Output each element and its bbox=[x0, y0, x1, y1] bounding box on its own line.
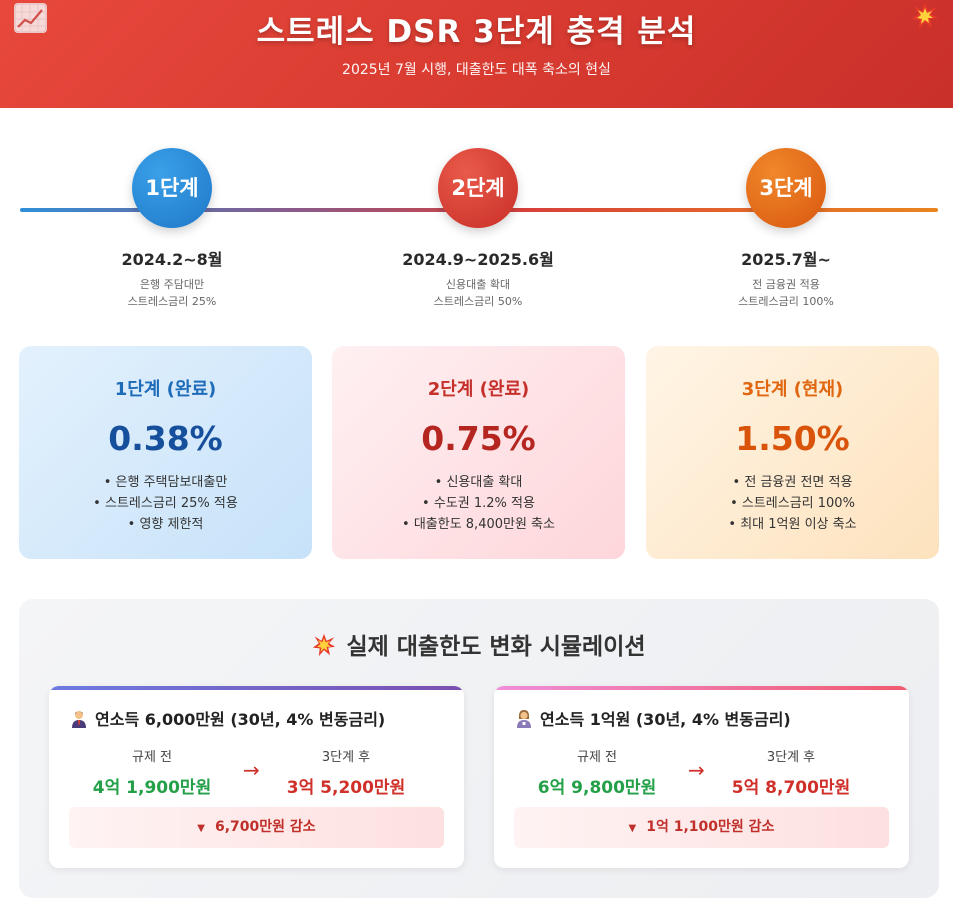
list-item: 스트레스금리 25% 적용 bbox=[19, 493, 312, 514]
before-value: 6억 9,800만원 bbox=[537, 778, 657, 798]
stage-card-3: 3단계 (현재) 1.50% 전 금융권 전면 적용 스트레스금리 100% 최… bbox=[646, 346, 939, 559]
case-heading-text: 연소득 1억원 (30년, 4% 변동금리) bbox=[540, 710, 791, 729]
after-label: 3단계 후 bbox=[766, 750, 816, 765]
list-item: 신용대출 확대 bbox=[332, 472, 625, 493]
list-item: 최대 1억원 이상 축소 bbox=[646, 514, 939, 535]
before-label: 규제 전 bbox=[576, 750, 617, 765]
after-column: 3단계 후 3억 5,200만원 bbox=[271, 746, 421, 798]
before-column: 규제 전 6억 9,800만원 bbox=[522, 746, 672, 798]
decrease-badge: ▼ 6,700만원 감소 bbox=[69, 807, 444, 848]
chart-increasing-icon bbox=[14, 3, 47, 33]
stage-desc-line: 신용대출 확대 bbox=[445, 278, 511, 291]
stage-desc-line: 스트레스금리 50% bbox=[433, 295, 523, 308]
card-list: 신용대출 확대 수도권 1.2% 적용 대출한도 8,400만원 축소 bbox=[332, 472, 625, 535]
after-label: 3단계 후 bbox=[321, 750, 371, 765]
card-title: 2단계 (완료) bbox=[427, 379, 530, 400]
stage-card-2: 2단계 (완료) 0.75% 신용대출 확대 수도권 1.2% 적용 대출한도 … bbox=[332, 346, 625, 559]
down-triangle-icon: ▼ bbox=[197, 823, 205, 834]
timeline-stage-2: 2단계 2024.9~2025.6월 신용대출 확대 스트레스금리 50% bbox=[368, 148, 588, 310]
simulation-panel: 실제 대출한도 변화 시뮬레이션 연소득 6,000만원 (30년, 4% 변동… bbox=[19, 599, 939, 898]
stage-card-1: 1단계 (완료) 0.38% 은행 주택담보대출만 스트레스금리 25% 적용 … bbox=[19, 346, 312, 559]
stage-circle: 3단계 bbox=[746, 148, 826, 228]
stage-circle: 2단계 bbox=[438, 148, 518, 228]
collision-icon bbox=[312, 633, 336, 663]
list-item: 수도권 1.2% 적용 bbox=[332, 493, 625, 514]
stage-description: 은행 주담대만 스트레스금리 25% bbox=[62, 276, 282, 310]
page-title: 스트레스 DSR 3단계 충격 분석 bbox=[256, 14, 697, 50]
down-triangle-icon: ▼ bbox=[628, 823, 637, 834]
after-value: 5억 8,700만원 bbox=[731, 778, 851, 798]
list-item: 은행 주택담보대출만 bbox=[19, 472, 312, 493]
collision-icon bbox=[911, 2, 939, 30]
stage-desc-line: 스트레스금리 25% bbox=[127, 295, 217, 308]
after-value: 3억 5,200만원 bbox=[286, 778, 406, 798]
case-heading: 연소득 6,000만원 (30년, 4% 변동금리) bbox=[71, 706, 385, 730]
case-heading-text: 연소득 6,000만원 (30년, 4% 변동금리) bbox=[95, 710, 386, 729]
card-accent-bar bbox=[494, 686, 909, 690]
card-list: 전 금융권 전면 적용 스트레스금리 100% 최대 1억원 이상 축소 bbox=[646, 472, 939, 535]
stage-date: 2024.2~8월 bbox=[121, 250, 223, 269]
stage-date: 2025.7월~ bbox=[741, 250, 831, 269]
timeline-stage-1: 1단계 2024.2~8월 은행 주담대만 스트레스금리 25% bbox=[62, 148, 282, 310]
card-list: 은행 주택담보대출만 스트레스금리 25% 적용 영향 제한적 bbox=[19, 472, 312, 535]
card-rate: 0.38% bbox=[108, 419, 223, 458]
right-arrow-icon: → bbox=[243, 758, 260, 782]
simulation-case-1: 연소득 6,000만원 (30년, 4% 변동금리) 규제 전 4억 1,900… bbox=[49, 686, 464, 868]
card-title: 3단계 (현재) bbox=[741, 379, 844, 400]
page-header: 스트레스 DSR 3단계 충격 분석 2025년 7월 시행, 대출한도 대폭 … bbox=[0, 0, 953, 108]
before-value: 4억 1,900만원 bbox=[92, 778, 212, 798]
stage-desc-line: 은행 주담대만 bbox=[139, 278, 205, 291]
card-rate: 1.50% bbox=[735, 419, 850, 458]
list-item: 영향 제한적 bbox=[19, 514, 312, 535]
case-heading: 연소득 1억원 (30년, 4% 변동금리) bbox=[516, 706, 791, 730]
man-office-worker-icon bbox=[71, 710, 87, 728]
card-accent-bar bbox=[49, 686, 464, 690]
before-column: 규제 전 4억 1,900만원 bbox=[77, 746, 227, 798]
list-item: 대출한도 8,400만원 축소 bbox=[332, 514, 625, 535]
list-item: 스트레스금리 100% bbox=[646, 493, 939, 514]
stage-desc-line: 스트레스금리 100% bbox=[738, 295, 834, 308]
after-column: 3단계 후 5억 8,700만원 bbox=[716, 746, 866, 798]
woman-office-worker-icon bbox=[516, 710, 532, 728]
simulation-case-2: 연소득 1억원 (30년, 4% 변동금리) 규제 전 6억 9,800만원 →… bbox=[494, 686, 909, 868]
stage-description: 신용대출 확대 스트레스금리 50% bbox=[368, 276, 588, 310]
stage-date: 2024.9~2025.6월 bbox=[402, 250, 554, 269]
decrease-text: 1억 1,100만원 감소 bbox=[646, 819, 775, 835]
stage-description: 전 금융권 적용 스트레스금리 100% bbox=[676, 276, 896, 310]
simulation-title: 실제 대출한도 변화 시뮬레이션 bbox=[19, 627, 939, 663]
stage-circle: 1단계 bbox=[132, 148, 212, 228]
timeline-stage-3: 3단계 2025.7월~ 전 금융권 적용 스트레스금리 100% bbox=[676, 148, 896, 310]
stage-desc-line: 전 금융권 적용 bbox=[752, 278, 820, 291]
before-label: 규제 전 bbox=[131, 750, 172, 765]
card-title: 1단계 (완료) bbox=[114, 379, 217, 400]
simulation-title-text: 실제 대출한도 변화 시뮬레이션 bbox=[346, 634, 646, 660]
page-subtitle: 2025년 7월 시행, 대출한도 대폭 축소의 현실 bbox=[342, 62, 611, 78]
decrease-text: 6,700만원 감소 bbox=[215, 819, 316, 835]
right-arrow-icon: → bbox=[688, 758, 705, 782]
list-item: 전 금융권 전면 적용 bbox=[646, 472, 939, 493]
card-rate: 0.75% bbox=[421, 419, 536, 458]
decrease-badge: ▼ 1억 1,100만원 감소 bbox=[514, 807, 889, 848]
